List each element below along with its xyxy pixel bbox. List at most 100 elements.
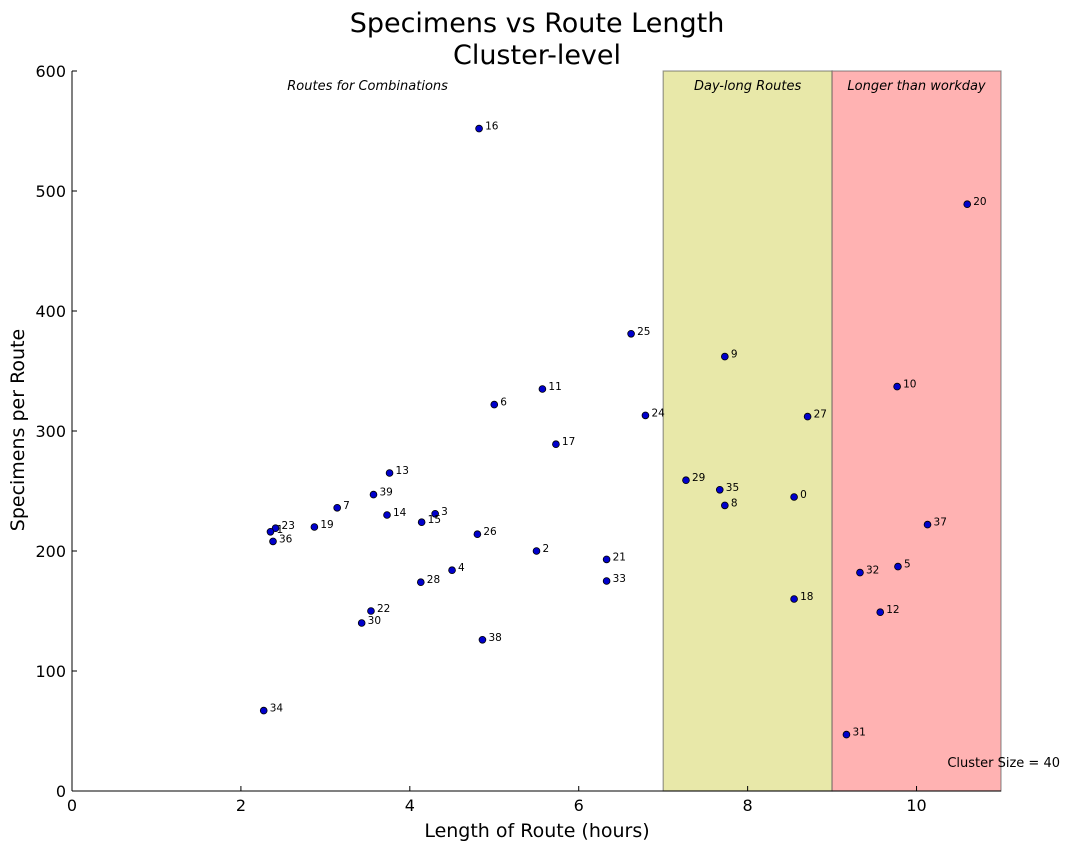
scatter-point bbox=[682, 476, 690, 485]
region-label-0: Routes for Combinations bbox=[287, 79, 448, 94]
point-label: 34 bbox=[270, 703, 284, 715]
point-label: 2 bbox=[543, 543, 550, 555]
scatter-point bbox=[417, 518, 426, 526]
point-label: 27 bbox=[814, 409, 827, 421]
scatter-point bbox=[627, 329, 635, 338]
point-label: 29 bbox=[692, 472, 705, 484]
point-label: 15 bbox=[428, 514, 441, 526]
y-tick-label: 300 bbox=[35, 422, 66, 441]
point-label: 21 bbox=[613, 551, 626, 563]
point-label: 33 bbox=[613, 573, 626, 585]
x-tick-label: 0 bbox=[67, 796, 77, 815]
x-tick-label: 10 bbox=[906, 796, 926, 815]
point-label: 6 bbox=[500, 397, 507, 409]
point-label: 30 bbox=[368, 615, 381, 627]
scatter-point bbox=[431, 509, 439, 518]
point-label: 17 bbox=[562, 436, 575, 448]
scatter-point bbox=[641, 411, 650, 420]
point-label: 24 bbox=[651, 407, 665, 419]
scatter-point bbox=[721, 352, 729, 361]
scatter-point bbox=[369, 490, 378, 499]
scatter-point bbox=[790, 493, 798, 501]
point-label: 39 bbox=[380, 487, 393, 499]
scatter-point bbox=[552, 440, 560, 449]
point-label: 3 bbox=[441, 506, 448, 518]
point-label: 25 bbox=[637, 326, 650, 338]
scatter-point bbox=[490, 400, 499, 409]
scatter-point bbox=[842, 730, 851, 739]
chart-subtitle: Cluster-level bbox=[453, 40, 621, 71]
scatter-point bbox=[385, 469, 394, 477]
scatter-point bbox=[333, 503, 341, 512]
point-label: 19 bbox=[320, 519, 333, 531]
point-label: 22 bbox=[377, 603, 390, 615]
point-label: 13 bbox=[396, 465, 409, 477]
x-tick-label: 4 bbox=[405, 796, 415, 815]
point-label: 32 bbox=[866, 565, 879, 577]
y-axis-title: Specimens per Route bbox=[7, 329, 29, 531]
scatter-point bbox=[721, 501, 729, 510]
chart-title: Specimens vs Route Length bbox=[350, 8, 725, 39]
point-label: 23 bbox=[282, 520, 295, 532]
scatter-point bbox=[475, 124, 483, 133]
region-label-2: Longer than workday bbox=[847, 79, 986, 94]
point-label: 16 bbox=[485, 121, 499, 133]
point-label: 38 bbox=[488, 632, 501, 644]
point-label: 37 bbox=[934, 517, 947, 529]
point-label: 31 bbox=[852, 727, 865, 739]
scatter-point bbox=[473, 530, 482, 538]
point-label: 9 bbox=[731, 349, 738, 361]
y-tick-label: 0 bbox=[56, 782, 66, 801]
point-label: 12 bbox=[886, 604, 899, 616]
x-tick-label: 8 bbox=[743, 796, 753, 815]
scatter-point bbox=[963, 200, 972, 209]
points-layer bbox=[259, 124, 972, 739]
scatter-point bbox=[310, 523, 319, 531]
y-tick-label: 200 bbox=[35, 542, 66, 561]
regions-layer: Routes for Combinations Day-long Routes Lo… bbox=[287, 70, 1002, 792]
region-label-1: Day-long Routes bbox=[694, 79, 801, 94]
point-label: 10 bbox=[903, 379, 916, 391]
scatter-point bbox=[602, 577, 611, 585]
scatter-point bbox=[532, 547, 541, 555]
y-tick-label: 400 bbox=[35, 302, 66, 321]
scatter-point bbox=[416, 578, 425, 586]
point-label: 14 bbox=[393, 507, 407, 519]
scatter-point bbox=[269, 537, 277, 546]
scatter-point bbox=[715, 485, 724, 494]
scatter-point bbox=[448, 566, 456, 574]
point-label: 0 bbox=[800, 489, 807, 501]
scatter-point bbox=[923, 520, 932, 529]
scatter-point bbox=[893, 382, 901, 391]
point-label: 36 bbox=[279, 533, 293, 545]
scatter-point bbox=[602, 555, 611, 564]
point-label: 1 bbox=[276, 524, 283, 536]
region-band-1 bbox=[662, 70, 833, 792]
y-tick-label: 600 bbox=[35, 62, 66, 81]
scatter-point bbox=[266, 527, 275, 536]
scatter-point bbox=[271, 524, 280, 532]
scatter-point bbox=[259, 706, 268, 715]
point-label: 18 bbox=[800, 591, 813, 603]
point-label: 35 bbox=[726, 482, 739, 494]
y-tick-label: 500 bbox=[35, 182, 66, 201]
point-label: 8 bbox=[731, 497, 738, 509]
point-label: 20 bbox=[973, 196, 986, 208]
cluster-size-annotation: Cluster Size = 40 bbox=[947, 756, 1060, 771]
point-label: 28 bbox=[427, 574, 440, 586]
y-tick-label: 100 bbox=[35, 662, 66, 681]
point-label: 5 bbox=[904, 559, 911, 571]
region-band-2 bbox=[831, 70, 1002, 792]
point-label: 4 bbox=[458, 562, 465, 574]
scatter-point bbox=[790, 595, 798, 603]
scatter-point bbox=[478, 635, 487, 644]
scatter-point bbox=[803, 412, 812, 421]
point-label: 7 bbox=[343, 500, 350, 512]
x-tick-label: 6 bbox=[574, 796, 584, 815]
scatter-point bbox=[876, 608, 885, 616]
x-axis-title: Length of Route (hours) bbox=[424, 820, 649, 842]
x-tick-label: 2 bbox=[236, 796, 246, 815]
scatter-point bbox=[538, 385, 547, 393]
